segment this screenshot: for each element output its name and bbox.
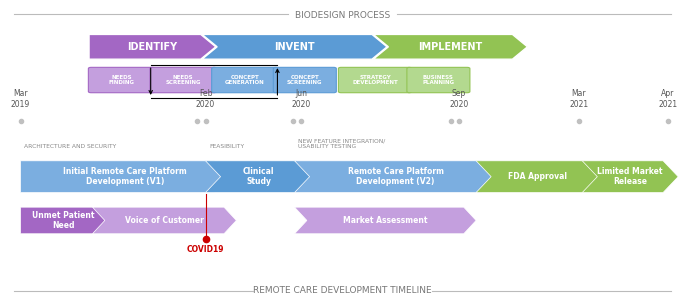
Text: CONCEPT
SCREENING: CONCEPT SCREENING [287, 75, 323, 85]
Polygon shape [295, 161, 497, 193]
Text: IMPLEMENT: IMPLEMENT [419, 42, 482, 52]
FancyBboxPatch shape [88, 67, 155, 93]
FancyBboxPatch shape [212, 67, 278, 93]
Text: NEEDS
FINDING: NEEDS FINDING [109, 75, 134, 85]
Text: Mar
2021: Mar 2021 [569, 89, 588, 109]
Text: Initial Remote Care Platform
Development (V1): Initial Remote Care Platform Development… [63, 167, 187, 186]
Text: CONCEPT
GENERATION: CONCEPT GENERATION [225, 75, 265, 85]
FancyBboxPatch shape [150, 67, 216, 93]
Polygon shape [206, 161, 312, 193]
Text: Market Assessment: Market Assessment [343, 216, 427, 225]
FancyBboxPatch shape [273, 67, 336, 93]
Text: Unmet Patient
Need: Unmet Patient Need [32, 211, 95, 230]
Text: Voice of Customer: Voice of Customer [125, 216, 204, 225]
Text: NEW FEATURE INTEGRATION/
USABILITY TESTING: NEW FEATURE INTEGRATION/ USABILITY TESTI… [298, 139, 385, 149]
Polygon shape [582, 161, 678, 193]
FancyBboxPatch shape [407, 67, 470, 93]
Text: ARCHITECTURE AND SECURITY: ARCHITECTURE AND SECURITY [24, 144, 116, 149]
Text: Apr
2021: Apr 2021 [658, 89, 677, 109]
Text: Limited Market
Release: Limited Market Release [597, 167, 663, 186]
Polygon shape [295, 207, 476, 234]
Polygon shape [89, 34, 216, 59]
Polygon shape [21, 207, 106, 234]
Polygon shape [202, 34, 387, 59]
Text: Jun
2020: Jun 2020 [292, 89, 311, 109]
Polygon shape [92, 207, 236, 234]
Text: BUSINESS
PLANNING: BUSINESS PLANNING [423, 75, 454, 85]
Text: BIODESIGN PROCESS: BIODESIGN PROCESS [295, 11, 390, 20]
Polygon shape [373, 34, 527, 59]
Text: Remote Care Platform
Development (V2): Remote Care Platform Development (V2) [347, 167, 444, 186]
Text: Clinical
Study: Clinical Study [243, 167, 274, 186]
FancyBboxPatch shape [338, 67, 412, 93]
Polygon shape [476, 161, 599, 193]
Text: STRATEGY
DEVELOPMENT: STRATEGY DEVELOPMENT [352, 75, 398, 85]
Text: INVENT: INVENT [274, 42, 315, 52]
Text: REMOTE CARE DEVELOPMENT TIMELINE: REMOTE CARE DEVELOPMENT TIMELINE [253, 286, 432, 295]
Text: NEEDS
SCREENING: NEEDS SCREENING [166, 75, 201, 85]
Text: FDA Approval: FDA Approval [508, 172, 567, 181]
Text: COVID19: COVID19 [187, 245, 224, 254]
Text: FEASIBILITY: FEASIBILITY [209, 144, 244, 149]
Text: Mar
2019: Mar 2019 [11, 89, 30, 109]
Text: IDENTIFY: IDENTIFY [127, 42, 177, 52]
Text: Feb
2020: Feb 2020 [196, 89, 215, 109]
Text: Sep
2020: Sep 2020 [449, 89, 469, 109]
Polygon shape [21, 161, 229, 193]
